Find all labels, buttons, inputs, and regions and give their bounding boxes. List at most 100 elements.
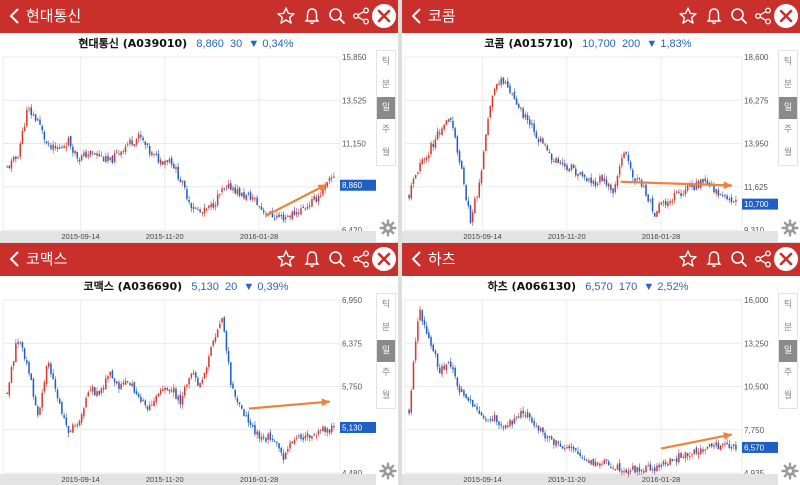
candle-body <box>313 434 315 436</box>
candle-body <box>686 453 689 457</box>
candle-body <box>515 98 518 105</box>
timeframe-week[interactable]: 주 <box>381 368 391 379</box>
star-icon[interactable] <box>678 249 698 269</box>
candle-body <box>730 197 733 202</box>
timeframe-day[interactable]: 일 <box>377 339 395 363</box>
timeframe-day[interactable]: 일 <box>779 339 797 363</box>
timeframe-minute[interactable]: 분 <box>783 322 793 333</box>
candle-body <box>120 384 122 390</box>
timeframe-month[interactable]: 월 <box>381 148 391 159</box>
candle-body <box>254 424 256 435</box>
candle-body <box>414 175 417 179</box>
share-icon[interactable] <box>753 6 773 26</box>
timeframe-tick[interactable]: 틱 <box>381 57 391 67</box>
close-button[interactable] <box>372 247 396 271</box>
panel-header: 코맥스 <box>0 243 398 276</box>
x-tick-label: 2016-01-28 <box>240 475 278 484</box>
bell-icon[interactable] <box>704 249 724 269</box>
candle-body <box>640 469 643 472</box>
timeframe-tick[interactable]: 틱 <box>783 57 793 67</box>
share-icon[interactable] <box>351 6 371 26</box>
share-icon[interactable] <box>753 249 773 269</box>
gear-icon[interactable] <box>781 219 799 237</box>
timeframe-month[interactable]: 월 <box>783 391 793 402</box>
gear-icon[interactable] <box>379 462 397 480</box>
candle-body <box>568 168 570 172</box>
close-button[interactable] <box>372 4 396 28</box>
close-button[interactable] <box>774 247 798 271</box>
chevron-left-icon[interactable] <box>6 250 24 268</box>
candle-body <box>439 132 441 134</box>
candle-body <box>238 187 241 196</box>
gear-icon[interactable] <box>781 462 799 480</box>
timeframe-tick[interactable]: 틱 <box>783 300 793 310</box>
star-icon[interactable] <box>276 249 296 269</box>
timeframe-month[interactable]: 월 <box>381 391 391 402</box>
candle-body <box>504 82 507 84</box>
candle-body <box>124 380 127 385</box>
candle-body <box>441 365 443 375</box>
candle-body <box>210 203 212 208</box>
candle-body <box>485 418 487 421</box>
candle-body <box>144 141 147 145</box>
close-button[interactable] <box>774 4 798 28</box>
candle-body <box>496 415 498 423</box>
timeframe-week[interactable]: 주 <box>783 368 793 379</box>
candle-body <box>34 114 37 121</box>
gear-icon[interactable] <box>379 219 397 237</box>
trend-arrow-head <box>321 398 330 407</box>
candle-body <box>85 397 87 408</box>
timeframe-week[interactable]: 주 <box>783 125 793 136</box>
candle-body <box>251 424 254 427</box>
candle-body <box>74 425 76 427</box>
timeframe-minute[interactable]: 분 <box>381 322 391 333</box>
candle-body <box>715 188 717 194</box>
bell-icon[interactable] <box>704 6 724 26</box>
search-icon[interactable] <box>327 249 347 269</box>
candle-body <box>607 461 610 466</box>
candle-body <box>522 410 524 414</box>
chevron-left-icon[interactable] <box>6 7 24 25</box>
candle-body <box>623 152 625 159</box>
search-icon[interactable] <box>729 6 749 26</box>
star-icon[interactable] <box>276 6 296 26</box>
candle-body <box>148 405 151 411</box>
candle-body <box>658 464 660 468</box>
candle-body <box>645 466 647 473</box>
bell-icon[interactable] <box>302 249 322 269</box>
timeframe-minute[interactable]: 분 <box>783 79 793 90</box>
chevron-left-icon[interactable] <box>408 7 426 25</box>
candle-body <box>225 186 228 188</box>
timeframe-minute[interactable]: 분 <box>381 79 391 90</box>
candle-body <box>21 130 24 145</box>
candle-body <box>72 146 74 153</box>
candle-body <box>689 184 691 187</box>
candle-body <box>76 424 79 426</box>
bell-icon[interactable] <box>302 6 322 26</box>
timeframe-month[interactable]: 월 <box>783 148 793 159</box>
chevron-left-icon[interactable] <box>408 250 426 268</box>
candle-body <box>177 396 179 401</box>
x-axis-bar <box>0 474 376 485</box>
timeframe-day[interactable]: 일 <box>377 96 395 120</box>
candle-body <box>447 118 450 122</box>
candle-body <box>636 178 638 180</box>
timeframe-day[interactable]: 일 <box>779 96 797 120</box>
candle-body <box>496 84 498 90</box>
candle-body <box>585 460 588 462</box>
candle-body <box>577 173 579 177</box>
x-tick-label: 2015-09-14 <box>463 232 501 241</box>
candle-body <box>8 382 11 396</box>
candle-body <box>85 151 87 158</box>
star-icon[interactable] <box>678 6 698 26</box>
share-icon[interactable] <box>351 249 371 269</box>
search-icon[interactable] <box>729 249 749 269</box>
candle-body <box>430 143 432 155</box>
timeframe-week[interactable]: 주 <box>381 125 391 136</box>
search-icon[interactable] <box>327 6 347 26</box>
candle-body <box>225 331 228 351</box>
candle-body <box>192 373 195 375</box>
candle-body <box>52 373 54 380</box>
timeframe-tick[interactable]: 틱 <box>381 300 391 310</box>
candle-body <box>155 153 158 155</box>
